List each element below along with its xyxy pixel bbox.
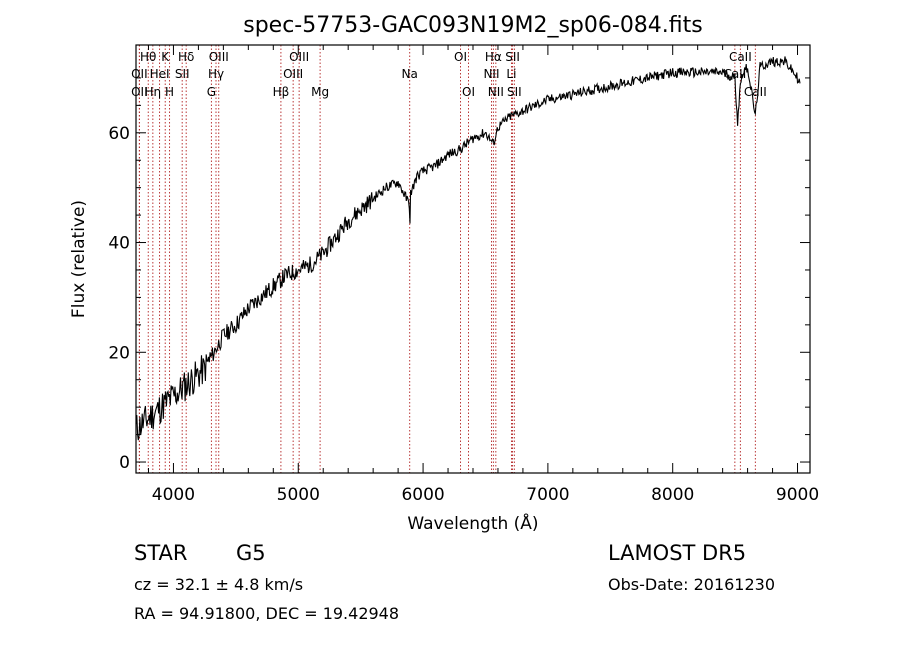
x-tick-label: 9000: [776, 485, 819, 505]
spectral-line-label: OI: [462, 85, 475, 99]
chart-title: spec-57753-GAC093N19M2_sp06-084.fits: [243, 13, 703, 38]
spectral-line-label: OIII: [209, 50, 229, 64]
spectral-line-label: SII: [507, 85, 522, 99]
object-class: STAR: [134, 541, 187, 565]
spectral-line-label: NII: [488, 85, 504, 99]
x-tick-label: 5000: [277, 485, 320, 505]
spectral-line-label: Mg: [311, 85, 329, 99]
y-axis-label: Flux (relative): [69, 200, 89, 318]
spectral-line-label: Hα: [485, 50, 502, 64]
spectral-line-label: OIII: [289, 50, 309, 64]
y-axis-ticks: 0 20 40 60: [108, 77, 810, 473]
spectrum-series-line: [135, 56, 801, 441]
plot-frame: [135, 44, 811, 474]
spectral-line-label: CaII: [729, 50, 752, 64]
spectral-line-label: OI: [454, 50, 467, 64]
observation-date: Obs-Date: 20161230: [608, 575, 775, 594]
spectral-line-label: Hβ: [273, 85, 290, 99]
coordinates-readout: RA = 94.91800, DEC = 19.42948: [134, 604, 399, 623]
spectral-line-label: CaII: [744, 85, 767, 99]
survey-name: LAMOST DR5: [608, 541, 746, 565]
x-tick-label: 8000: [651, 485, 694, 505]
x-tick-label: 7000: [526, 485, 569, 505]
spectral-line-label: Li: [506, 67, 516, 81]
x-axis-ticks: 4000 5000 6000 7000 8000 9000: [147, 45, 819, 505]
x-axis-label: Wavelength (Å): [407, 512, 538, 534]
spectral-line-label: OII: [131, 67, 148, 81]
spectral-lines: [138, 45, 756, 473]
y-tick-label: 20: [108, 343, 130, 363]
spectral-line-label: SII: [175, 67, 190, 81]
y-tick-label: 40: [108, 234, 130, 254]
spectral-line-label: H: [165, 85, 174, 99]
x-tick-label: 6000: [401, 485, 444, 505]
spectral-line-label: G: [207, 85, 216, 99]
spectral-line-label: OII: [131, 85, 148, 99]
spectral-line-label: Hη: [145, 85, 162, 99]
spectral-line-label: Hδ: [178, 50, 194, 64]
spectral-line-label: Hθ: [140, 50, 156, 64]
spectral-line-label: HeI: [150, 67, 170, 81]
spectral-line-label: NII: [483, 67, 499, 81]
x-tick-label: 4000: [152, 485, 195, 505]
spectral-line-label: OIII: [283, 67, 303, 81]
object-subclass: G5: [236, 541, 266, 565]
spectral-line-label: Hγ: [208, 67, 224, 81]
redshift-readout: cz = 32.1 ± 4.8 km/s: [134, 575, 303, 594]
spectral-line-label: K: [161, 50, 170, 64]
y-tick-label: 60: [108, 124, 130, 144]
y-tick-label: 0: [119, 453, 130, 473]
spectral-line-label: SII: [505, 50, 520, 64]
spectral-line-label: Na: [402, 67, 418, 81]
